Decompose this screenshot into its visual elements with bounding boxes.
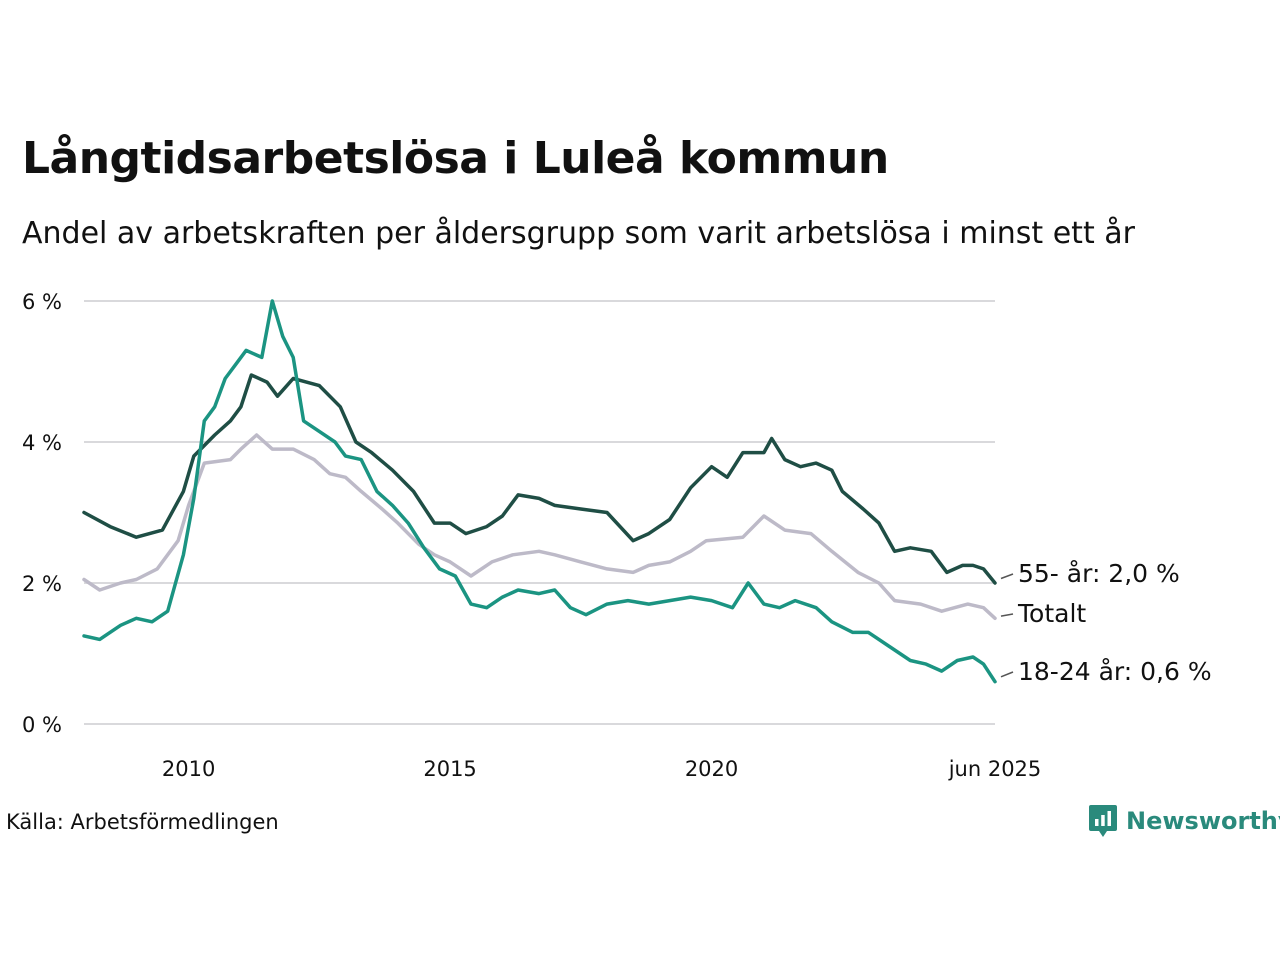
newsworthy-logo-icon [1089, 805, 1117, 837]
series-line [82, 299, 997, 684]
x-tick-label: 2010 [162, 757, 215, 781]
chart-title: Långtidsarbetslösa i Luleå kommun [22, 133, 889, 184]
grid-layer [84, 300, 995, 725]
series-line [82, 373, 997, 585]
y-tick-label: 0 % [22, 713, 62, 737]
end-label-leader [1000, 671, 1014, 678]
x-tick-label: jun 2025 [948, 757, 1042, 781]
series-end-labels: 55- år: 2,0 % Totalt 18-24 år: 0,6 % [1000, 559, 1212, 686]
series-lines [82, 299, 997, 684]
brand-name: Newsworthy [1126, 807, 1280, 835]
y-axis-labels: 0 % 2 % 4 % 6 % [22, 290, 62, 737]
x-tick-label: 2015 [423, 757, 476, 781]
series-line [82, 433, 997, 621]
source-note: Källa: Arbetsförmedlingen [6, 810, 279, 834]
chart-subtitle: Andel av arbetskraften per åldersgrupp s… [22, 216, 1135, 251]
end-label-leader [1000, 613, 1014, 617]
x-axis-labels: 2010 2015 2020 jun 2025 [162, 757, 1041, 781]
x-tick-label: 2020 [685, 757, 738, 781]
end-label-leader [1000, 573, 1014, 580]
series-end-label: 55- år: 2,0 % [1018, 559, 1180, 588]
series-end-label: 18-24 år: 0,6 % [1018, 657, 1212, 686]
newsworthy-brand[interactable]: Newsworthy [1088, 803, 1280, 839]
y-tick-label: 2 % [22, 572, 62, 596]
y-tick-label: 6 % [22, 290, 62, 314]
series-end-label: Totalt [1017, 599, 1086, 628]
y-tick-label: 4 % [22, 431, 62, 455]
